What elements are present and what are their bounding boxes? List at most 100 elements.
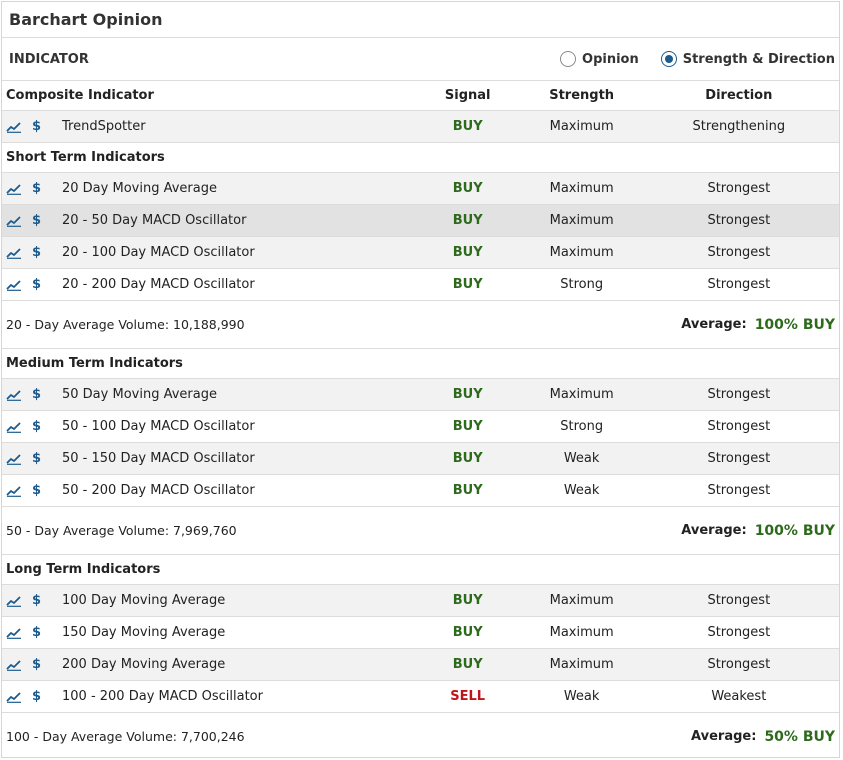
row-icons: $ (6, 181, 62, 196)
indicator-name: 20 - 100 Day MACD Oscillator (62, 245, 255, 260)
table-row: $ 100 Day Moving Average BUY Maximum Str… (2, 585, 839, 617)
signal-cell: BUY (452, 657, 483, 672)
table-row: $ 20 Day Moving Average BUY Maximum Stro… (2, 173, 839, 205)
indicator-cell: $ 150 Day Moving Average (2, 625, 411, 640)
dollar-icon[interactable]: $ (32, 387, 42, 402)
strength-cell: Weak (563, 451, 600, 466)
average-summary: Average: 50% BUY (691, 729, 835, 745)
average-label: Average: (691, 729, 757, 744)
table-row: $ 200 Day Moving Average BUY Maximum Str… (2, 649, 839, 681)
radio-opinion-circle[interactable] (560, 51, 577, 67)
indicator-name: 100 Day Moving Average (62, 593, 226, 608)
dollar-icon[interactable]: $ (32, 119, 42, 134)
indicator-cell: $ 200 Day Moving Average (2, 657, 411, 672)
indicator-name: 20 - 50 Day MACD Oscillator (62, 213, 247, 228)
table-row: $ 20 - 100 Day MACD Oscillator BUY Maxim… (2, 237, 839, 269)
average-volume: 50 - Day Average Volume: 7,969,760 (6, 523, 237, 538)
average-volume: 20 - Day Average Volume: 10,188,990 (6, 317, 245, 332)
line-chart-icon[interactable] (6, 421, 22, 433)
radio-opinion-label: Opinion (582, 51, 639, 67)
direction-cell: Strongest (707, 419, 771, 434)
signal-cell: BUY (452, 277, 483, 292)
strength-cell: Maximum (549, 213, 614, 228)
indicator-cell: $ 50 - 100 Day MACD Oscillator (2, 419, 411, 434)
indicator-cell: $ 100 - 200 Day MACD Oscillator (2, 689, 411, 704)
indicator-cell: $ 50 Day Moving Average (2, 387, 411, 402)
row-icons: $ (6, 625, 62, 640)
row-icons: $ (6, 245, 62, 260)
row-icons: $ (6, 277, 62, 292)
line-chart-icon[interactable] (6, 389, 22, 401)
table-row: $ 20 - 50 Day MACD Oscillator BUY Maximu… (2, 205, 839, 237)
strength-cell: Weak (563, 689, 600, 704)
dollar-icon[interactable]: $ (32, 213, 42, 228)
dollar-icon[interactable]: $ (32, 419, 42, 434)
line-chart-icon[interactable] (6, 659, 22, 671)
indicator-name: 20 Day Moving Average (62, 181, 217, 196)
row-icons: $ (6, 689, 62, 704)
direction-cell: Strongest (707, 593, 771, 608)
signal-cell: BUY (452, 593, 483, 608)
indicator-label: INDICATOR (9, 51, 89, 67)
indicator-cell: $ 20 Day Moving Average (2, 181, 411, 196)
strength-cell: Maximum (549, 657, 614, 672)
row-icons: $ (6, 387, 62, 402)
line-chart-icon[interactable] (6, 485, 22, 497)
signal-cell: BUY (452, 451, 483, 466)
row-icons: $ (6, 657, 62, 672)
radio-opinion[interactable]: Opinion (560, 51, 639, 67)
table-header: Composite Indicator Signal Strength Dire… (2, 81, 839, 111)
signal-cell: SELL (450, 689, 486, 704)
line-chart-icon[interactable] (6, 183, 22, 195)
indicator-name: TrendSpotter (62, 119, 146, 134)
indicator-cell: $ 20 - 200 Day MACD Oscillator (2, 277, 411, 292)
signal-cell: BUY (452, 387, 483, 402)
dollar-icon[interactable]: $ (32, 181, 42, 196)
line-chart-icon[interactable] (6, 215, 22, 227)
table-row: $ 20 - 200 Day MACD Oscillator BUY Stron… (2, 269, 839, 301)
dollar-icon[interactable]: $ (32, 245, 42, 260)
indicator-cell: $ 50 - 200 Day MACD Oscillator (2, 483, 411, 498)
table-row: $ 50 - 200 Day MACD Oscillator BUY Weak … (2, 475, 839, 507)
radio-strength-direction[interactable]: Strength & Direction (660, 51, 835, 67)
line-chart-icon[interactable] (6, 627, 22, 639)
dollar-icon[interactable]: $ (32, 451, 42, 466)
row-icons: $ (6, 213, 62, 228)
table-row: $ 150 Day Moving Average BUY Maximum Str… (2, 617, 839, 649)
indicator-cell: $ 20 - 50 Day MACD Oscillator (2, 213, 411, 228)
line-chart-icon[interactable] (6, 453, 22, 465)
average-row: 100 - Day Average Volume: 7,700,246 Avera… (2, 713, 839, 757)
indicator-name: 200 Day Moving Average (62, 657, 226, 672)
direction-cell: Strongest (707, 181, 771, 196)
direction-cell: Strongest (707, 245, 771, 260)
line-chart-icon[interactable] (6, 121, 22, 133)
direction-cell: Strengthening (692, 119, 786, 134)
line-chart-icon[interactable] (6, 247, 22, 259)
line-chart-icon[interactable] (6, 279, 22, 291)
line-chart-icon[interactable] (6, 595, 22, 607)
strength-cell: Maximum (549, 593, 614, 608)
table-row: $ 50 - 100 Day MACD Oscillator BUY Stron… (2, 411, 839, 443)
indicator-cell: $ 50 - 150 Day MACD Oscillator (2, 451, 411, 466)
indicator-cell: $ 20 - 100 Day MACD Oscillator (2, 245, 411, 260)
section-title: Short Term Indicators (2, 143, 839, 173)
strength-cell: Maximum (549, 387, 614, 402)
table-row: $ 100 - 200 Day MACD Oscillator SELL Wea… (2, 681, 839, 713)
direction-cell: Strongest (707, 387, 771, 402)
table-body: $ TrendSpotter BUY Maximum Strengthening… (2, 111, 839, 757)
average-value: 50% BUY (764, 728, 835, 745)
dollar-icon[interactable]: $ (32, 689, 42, 704)
dollar-icon[interactable]: $ (32, 625, 42, 640)
indicator-cell: $ TrendSpotter (2, 119, 411, 134)
radio-strength-direction-circle[interactable] (660, 51, 677, 67)
dollar-icon[interactable]: $ (32, 593, 42, 608)
direction-cell: Strongest (707, 277, 771, 292)
direction-cell: Strongest (707, 483, 771, 498)
dollar-icon[interactable]: $ (32, 657, 42, 672)
dollar-icon[interactable]: $ (32, 483, 42, 498)
line-chart-icon[interactable] (6, 691, 22, 703)
dollar-icon[interactable]: $ (32, 277, 42, 292)
indicator-name: 50 - 150 Day MACD Oscillator (62, 451, 255, 466)
strength-cell: Maximum (549, 181, 614, 196)
